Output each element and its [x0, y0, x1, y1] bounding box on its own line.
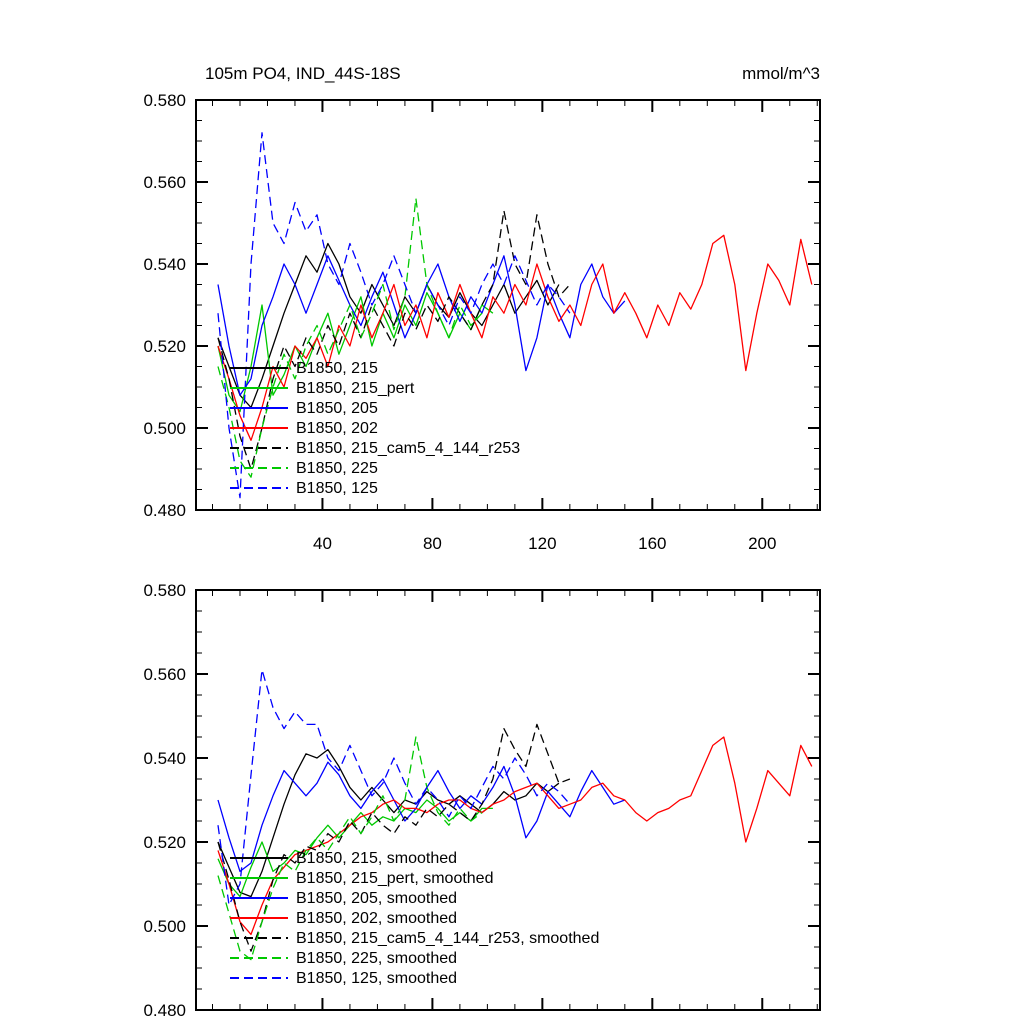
- series-line: [217, 799, 493, 898]
- legend-label: B1850, 215_pert, smoothed: [296, 870, 493, 887]
- legend-label: B1850, 205, smoothed: [296, 890, 457, 907]
- y-tick-label: 0.520: [143, 833, 186, 852]
- x-tick-label: 80: [423, 534, 442, 553]
- chart-units-label: mmol/m^3: [742, 64, 820, 83]
- series-line: [217, 723, 571, 952]
- y-tick-label: 0.520: [143, 337, 186, 356]
- series-line: [217, 736, 813, 936]
- series-line: [217, 255, 626, 396]
- y-tick-label: 0.580: [143, 91, 186, 110]
- legend-label: B1850, 225: [296, 460, 378, 477]
- legend-label: B1850, 215_pert: [296, 380, 415, 397]
- series-line: [217, 234, 813, 441]
- y-tick-label: 0.480: [143, 501, 186, 520]
- y-tick-label: 0.560: [143, 173, 186, 192]
- y-tick-label: 0.560: [143, 665, 186, 684]
- x-tick-label: 120: [528, 534, 556, 553]
- top-chart-header: 105m PO4, IND_44S-18S mmol/m^3: [196, 64, 820, 84]
- x-tick-label: 200: [748, 534, 776, 553]
- legend-label: B1850, 215: [296, 360, 378, 377]
- series-line: [217, 748, 560, 898]
- series-line: [217, 197, 483, 478]
- x-tick-label: 160: [638, 534, 666, 553]
- legend-label: B1850, 202, smoothed: [296, 910, 457, 927]
- series-line: [217, 761, 626, 873]
- y-tick-label: 0.480: [143, 1001, 186, 1020]
- series-line: [217, 132, 571, 499]
- series-line: [217, 210, 571, 470]
- x-tick-label: 40: [313, 534, 332, 553]
- series-line: [217, 242, 560, 409]
- series-line: [217, 736, 483, 961]
- series-line: [217, 669, 571, 906]
- y-tick-label: 0.500: [143, 917, 186, 936]
- legend-label: B1850, 215, smoothed: [296, 850, 457, 867]
- y-tick-label: 0.540: [143, 749, 186, 768]
- legend-label: B1850, 215_cam5_4_144_r253, smoothed: [296, 930, 599, 947]
- plot-frame: [195, 589, 821, 1011]
- y-tick-label: 0.500: [143, 419, 186, 438]
- legend-label: B1850, 202: [296, 420, 378, 437]
- y-tick-label: 0.580: [143, 581, 186, 600]
- legend-label: B1850, 215_cam5_4_144_r253: [296, 440, 520, 457]
- legend-label: B1850, 225, smoothed: [296, 950, 457, 967]
- y-tick-label: 0.540: [143, 255, 186, 274]
- legend-label: B1850, 125: [296, 480, 378, 497]
- legend-label: B1850, 205: [296, 400, 378, 417]
- chart-title: 105m PO4, IND_44S-18S: [205, 64, 401, 83]
- legend-label: B1850, 125, smoothed: [296, 970, 457, 987]
